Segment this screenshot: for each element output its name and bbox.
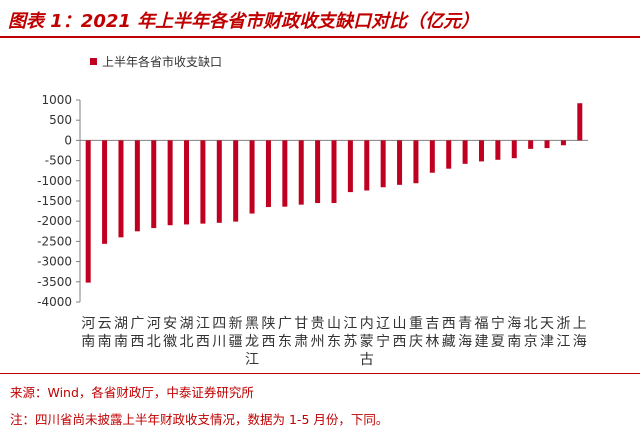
y-tick-label: 1000 [41, 93, 72, 107]
bar [249, 140, 255, 214]
category-label: 吉林 [425, 316, 439, 350]
bar [134, 140, 140, 232]
bar [429, 140, 435, 173]
bar [413, 140, 419, 184]
bar [347, 140, 353, 193]
y-tick-label: -4000 [37, 295, 72, 309]
chart-svg: 上半年各省市收支缺口 1000 500 0 -500 -1000 -1500 -2000 -25… [37, 54, 588, 368]
category-label: 江苏 [343, 316, 357, 350]
y-tick-label: 500 [49, 113, 72, 127]
y-tick-label: -1500 [37, 194, 72, 208]
bar [364, 140, 370, 191]
category-label: 湖北 [180, 316, 194, 350]
category-label: 内蒙古 [360, 316, 374, 368]
bar [167, 140, 173, 226]
bar [397, 140, 403, 185]
bar [331, 140, 337, 204]
y-tick-label: -500 [45, 154, 72, 168]
bar [85, 140, 91, 283]
figure-title: 图表 1：2021 年上半年各省市财政收支缺口对比（亿元） [8, 11, 480, 32]
y-tick-label: -3000 [37, 255, 72, 269]
bar [200, 140, 206, 224]
category-label: 天津 [540, 316, 554, 350]
category-label: 河北 [147, 316, 161, 350]
bar [446, 140, 452, 169]
category-label: 黑龙江 [245, 316, 259, 368]
category-label: 广西 [130, 316, 144, 350]
bar-chart: 上半年各省市收支缺口 1000 500 0 -500 -1000 -1500 -2000 -25… [0, 40, 640, 370]
y-tick-label: 0 [64, 133, 72, 147]
source-text: 来源：Wind，各省财政厅，中泰证券研究所 [10, 385, 254, 400]
bar [528, 140, 534, 149]
bar [151, 140, 157, 229]
category-label: 江西 [196, 316, 210, 350]
bar [495, 140, 501, 160]
category-label: 陕西 [261, 316, 275, 350]
note-text: 注：四川省尚未披露上半年财政收支情况，数据为 1-5 月份，下同。 [10, 412, 389, 427]
category-label: 海南 [507, 316, 521, 350]
bar [102, 140, 108, 244]
legend-swatch [90, 58, 97, 65]
bar [282, 140, 288, 207]
category-label: 福建 [474, 316, 488, 350]
category-label: 山东 [327, 316, 341, 350]
bar [560, 140, 566, 146]
category-label: 云南 [98, 316, 112, 350]
figure-title-bar: 图表 1：2021 年上半年各省市财政收支缺口对比（亿元） [0, 4, 640, 38]
bar [577, 103, 583, 141]
bar [265, 140, 271, 208]
bar [233, 140, 239, 222]
bar [544, 140, 550, 149]
bar [315, 140, 321, 204]
category-label: 上海 [573, 316, 587, 350]
category-label: 安徽 [163, 316, 177, 350]
category-label: 北京 [524, 316, 538, 350]
footer-rule [0, 373, 640, 374]
bar [298, 140, 304, 205]
y-tick-label: -1000 [37, 174, 72, 188]
category-label: 辽宁 [376, 316, 390, 350]
category-label: 四川 [212, 316, 226, 350]
category-label: 新疆 [229, 316, 243, 350]
bar [184, 140, 190, 225]
category-label: 浙江 [556, 316, 570, 350]
title-rule [0, 36, 640, 38]
y-tick-label: -2500 [37, 234, 72, 248]
category-label: 甘肃 [294, 316, 308, 350]
category-label: 重庆 [409, 316, 423, 350]
bar [118, 140, 124, 238]
category-label: 青海 [458, 316, 472, 350]
bar [380, 140, 386, 188]
bar [462, 140, 468, 164]
category-label: 山西 [393, 316, 407, 350]
category-label: 湖南 [114, 316, 128, 350]
category-label: 广东 [278, 316, 292, 350]
y-tick-label: -2000 [37, 214, 72, 228]
legend-label: 上半年各省市收支缺口 [102, 54, 222, 69]
category-label: 河南 [81, 316, 95, 350]
category-label: 西藏 [442, 316, 456, 350]
y-tick-label: -3500 [37, 275, 72, 289]
category-label: 贵州 [311, 316, 325, 350]
bar [478, 140, 484, 162]
bar [511, 140, 517, 159]
bar [216, 140, 222, 223]
category-label: 宁夏 [491, 315, 505, 350]
